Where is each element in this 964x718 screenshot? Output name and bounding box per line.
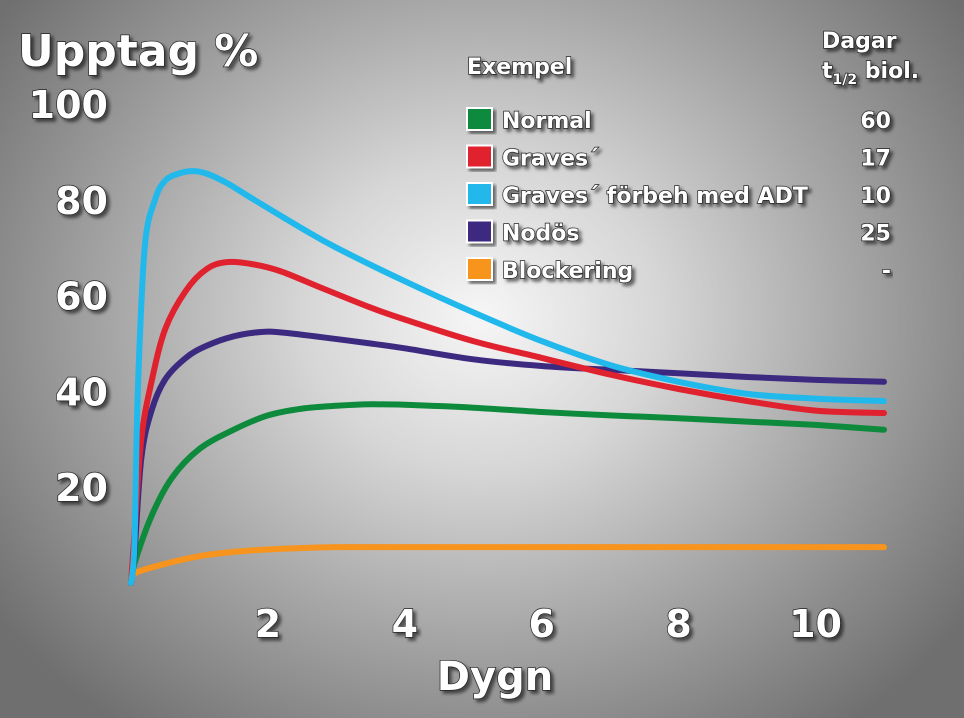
- legend-label-nodo-s: Nodös: [502, 222, 579, 247]
- y-axis-title: Upptag %: [18, 26, 258, 77]
- series-line-blockering: [127, 544, 887, 586]
- legend-header-t: t: [822, 59, 833, 84]
- x-ticks: 2 4 6 8 10: [197, 583, 886, 647]
- series-line-graves-fo-rbeh-med-adt: [128, 168, 887, 586]
- x-tick-label: 6: [529, 602, 555, 646]
- x-axis-title: Dygn: [437, 654, 553, 700]
- legend-header-dagar: Dagar: [822, 29, 897, 54]
- legend-header-exempel: Exempel: [467, 55, 572, 80]
- legend-header-sub: 1/2: [833, 72, 858, 88]
- y-tick-label: 60: [55, 275, 108, 319]
- legend-header-halflife: t1/2 biol.: [822, 59, 919, 88]
- legend-label-normal: Normal: [502, 109, 592, 134]
- y-tick-label: 100: [29, 83, 108, 127]
- x-tick-label: 10: [789, 602, 842, 646]
- axes: [116, 102, 884, 585]
- legend-value-graves: 17: [860, 147, 891, 172]
- x-tick-label: 8: [665, 602, 691, 646]
- series-line-graves: [128, 258, 887, 586]
- legend-header-biol: biol.: [857, 59, 919, 84]
- series-line-nodo-s: [128, 328, 887, 586]
- x-tick-label: 4: [392, 602, 418, 646]
- series-lines: [127, 168, 887, 586]
- legend-swatch-normal: [466, 107, 493, 131]
- legend-value-normal: 60: [860, 109, 891, 134]
- series-line-normal: [128, 401, 887, 586]
- legend-label-blockering: Blockering: [502, 259, 633, 284]
- legend-swatch-graves: [466, 144, 493, 169]
- legend-value-nodo-s: 25: [860, 222, 891, 247]
- legend-label-graves: Graves´: [502, 147, 599, 172]
- y-tick-label: 20: [55, 466, 108, 510]
- legend-label-graves-fo-rbeh-med-adt: Graves´ förbeh med ADT: [502, 184, 808, 209]
- legend-value-graves-fo-rbeh-med-adt: 10: [860, 184, 891, 209]
- x-tick-label: 2: [255, 602, 281, 646]
- y-ticks: 20 40 60 80 100: [28, 82, 131, 538]
- legend-swatch-blockering: [466, 257, 493, 281]
- legend-value-blockering: -: [882, 259, 891, 284]
- legend-swatch-graves-fo-rbeh-med-adt: [466, 182, 493, 206]
- y-tick-label: 40: [55, 370, 108, 414]
- legend-swatch-nodo-s: [466, 219, 493, 244]
- y-tick-label: 80: [55, 179, 108, 223]
- legend: Normal 60 Graves´ 17 Graves´ förbeh med ADT 1…: [466, 107, 892, 285]
